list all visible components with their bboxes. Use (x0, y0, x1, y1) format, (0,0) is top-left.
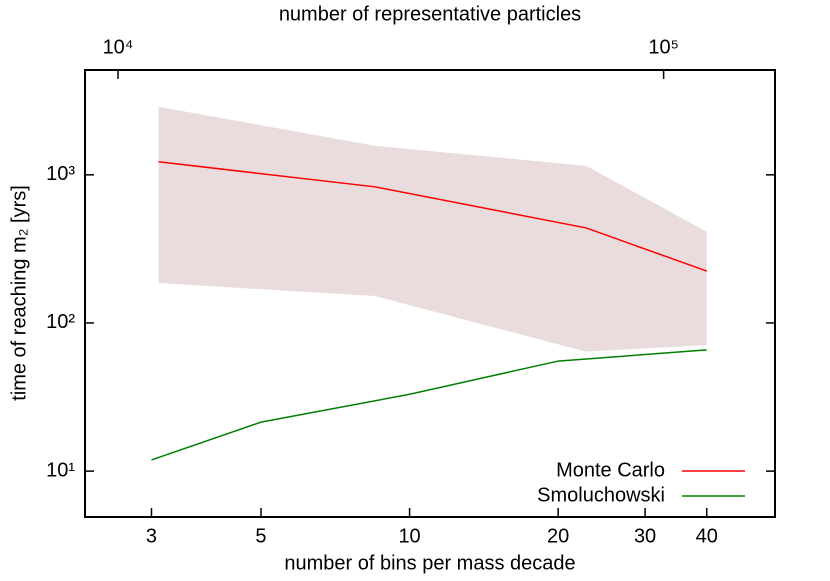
plot-frame (84, 69, 776, 518)
x-axis-label: number of bins per mass decade (284, 552, 575, 574)
legend-label: Monte Carlo (556, 459, 665, 481)
x-tick-label: 30 (634, 525, 656, 547)
x2-axis-label: number of representative particles (279, 3, 581, 25)
y-tick-label: 10¹ (46, 459, 75, 481)
x-tick-label: 20 (547, 525, 569, 547)
y-axis-label: time of reaching m₂ [yrs] (8, 185, 30, 401)
x2-tick-label: 10⁴ (103, 36, 134, 58)
x-tick-label: 5 (255, 525, 266, 547)
x-tick-label: 10 (398, 525, 420, 547)
legend-label: Smoluchowski (537, 484, 665, 506)
x-tick-label: 3 (146, 525, 157, 547)
x2-tick-label: 10⁵ (648, 36, 679, 58)
data-line (151, 349, 707, 461)
x-tick-label: 40 (696, 525, 718, 547)
y-tick-label: 10³ (46, 163, 75, 185)
data-line (158, 161, 707, 272)
y-tick-label: 10² (46, 311, 75, 333)
error-band (158, 106, 707, 352)
